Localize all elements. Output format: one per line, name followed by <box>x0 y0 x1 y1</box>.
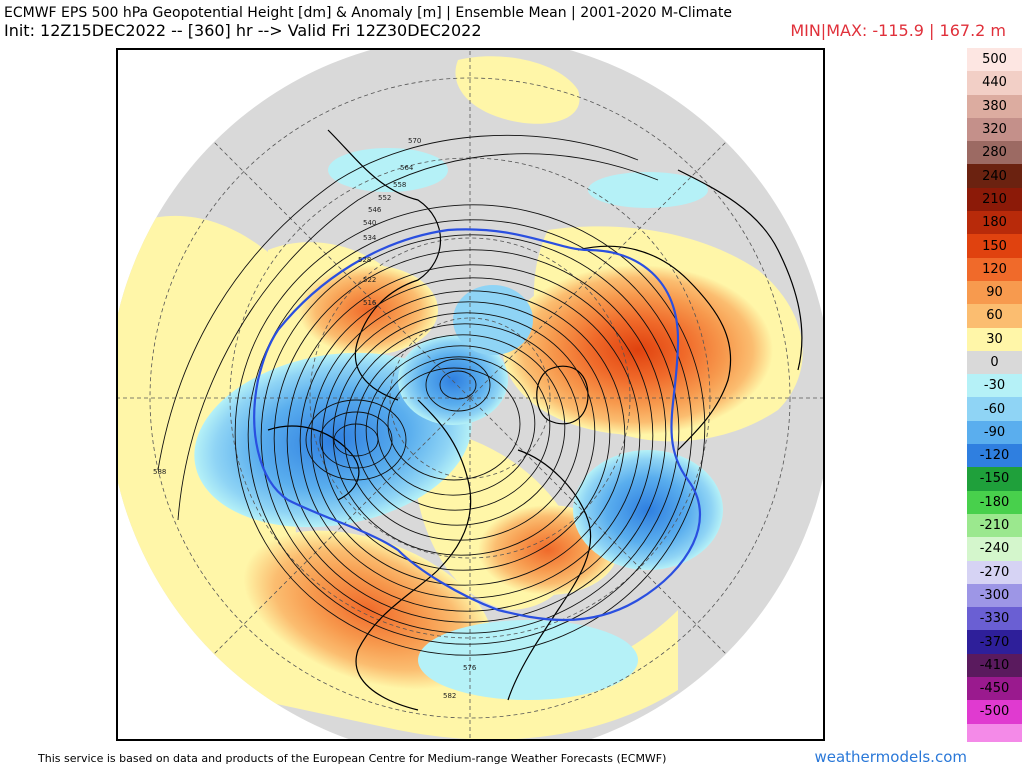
contour-label: 582 <box>443 692 456 700</box>
colorbar-swatch: 60 <box>967 304 1022 328</box>
contour-label: 576 <box>463 664 477 672</box>
contour-label: 516 <box>363 299 377 307</box>
colorbar-swatch: -30 <box>967 374 1022 398</box>
colorbar-swatch: 500 <box>967 48 1022 72</box>
colorbar-swatch: -410 <box>967 653 1022 678</box>
map-canvas: 588 582 576 570 564 558 552 546 540 534 … <box>118 50 823 739</box>
cold-anomaly-pole <box>398 335 508 425</box>
colorbar-swatch: -60 <box>967 397 1022 421</box>
contour-label: 564 <box>400 164 414 172</box>
height-contours <box>157 134 706 656</box>
cold-anomaly-topright <box>588 172 708 208</box>
contour-label: 552 <box>378 194 391 202</box>
colorbar-swatch: -500 <box>967 700 1022 724</box>
colorbar-swatch: -150 <box>967 467 1022 491</box>
polar-map: 588 582 576 570 564 558 552 546 540 534 … <box>116 48 825 741</box>
cold-anomaly-top <box>328 148 448 192</box>
min-max-readout: MIN|MAX: -115.9 | 167.2 m <box>790 21 1006 40</box>
colorbar-swatch: 210 <box>967 187 1022 212</box>
site-link[interactable]: weathermodels.com <box>814 748 967 766</box>
cold-anomaly-sw <box>133 610 183 670</box>
colorbar-swatch: 90 <box>967 280 1022 305</box>
contour-label: 534 <box>363 234 377 242</box>
warm-anomaly-nw <box>298 265 438 355</box>
colorbar-swatch: -240 <box>967 537 1022 561</box>
colorbar-swatch: -120 <box>967 444 1022 468</box>
colorbar-swatch: 120 <box>967 257 1022 281</box>
colorbar-swatch: 320 <box>967 117 1022 142</box>
anomaly-colorbar: 500 440 380 320 280 240 210 180 150 120 90 60 30 0 -30… <box>967 48 1022 742</box>
ecmwf-attribution: This service is based on data and produc… <box>38 752 667 765</box>
init-valid-time: Init: 12Z15DEC2022 -- [360] hr --> Valid… <box>4 21 482 40</box>
cold-anomaly-south <box>418 620 638 700</box>
chart-title: ECMWF EPS 500 hPa Geopotential Height [d… <box>4 5 732 21</box>
colorbar-swatch: 440 <box>967 71 1022 95</box>
cold-anomaly-north <box>453 285 533 355</box>
contour-label: 558 <box>393 181 406 189</box>
colorbar-swatch: -450 <box>967 677 1022 701</box>
colorbar-swatch: 280 <box>967 141 1022 165</box>
colorbar-swatch: 380 <box>967 94 1022 118</box>
colorbar-swatch: 180 <box>967 211 1022 235</box>
colorbar-end-swatch <box>967 723 1022 742</box>
contour-label: 528 <box>358 256 371 264</box>
colorbar-swatch: 30 <box>967 327 1022 351</box>
colorbar-swatch: -210 <box>967 513 1022 538</box>
contour-label: 570 <box>408 137 421 145</box>
colorbar-swatch: 240 <box>967 164 1022 188</box>
colorbar-swatch: -90 <box>967 420 1022 445</box>
colorbar-swatch: -330 <box>967 607 1022 631</box>
anomaly-positive-north <box>455 56 580 124</box>
contour-label: 540 <box>363 219 376 227</box>
colorbar-swatch: -370 <box>967 630 1022 654</box>
colorbar-swatch: 150 <box>967 234 1022 258</box>
colorbar-swatch: -300 <box>967 583 1022 608</box>
contour-label: 522 <box>363 276 376 284</box>
colorbar-swatch: -180 <box>967 490 1022 514</box>
colorbar-swatch: -270 <box>967 560 1022 584</box>
contour-552-highlight <box>253 228 701 622</box>
contour-label: 588 <box>153 468 166 476</box>
contour-label: 546 <box>368 206 382 214</box>
coastlines <box>145 129 803 711</box>
colorbar-swatch: 0 <box>967 350 1022 375</box>
